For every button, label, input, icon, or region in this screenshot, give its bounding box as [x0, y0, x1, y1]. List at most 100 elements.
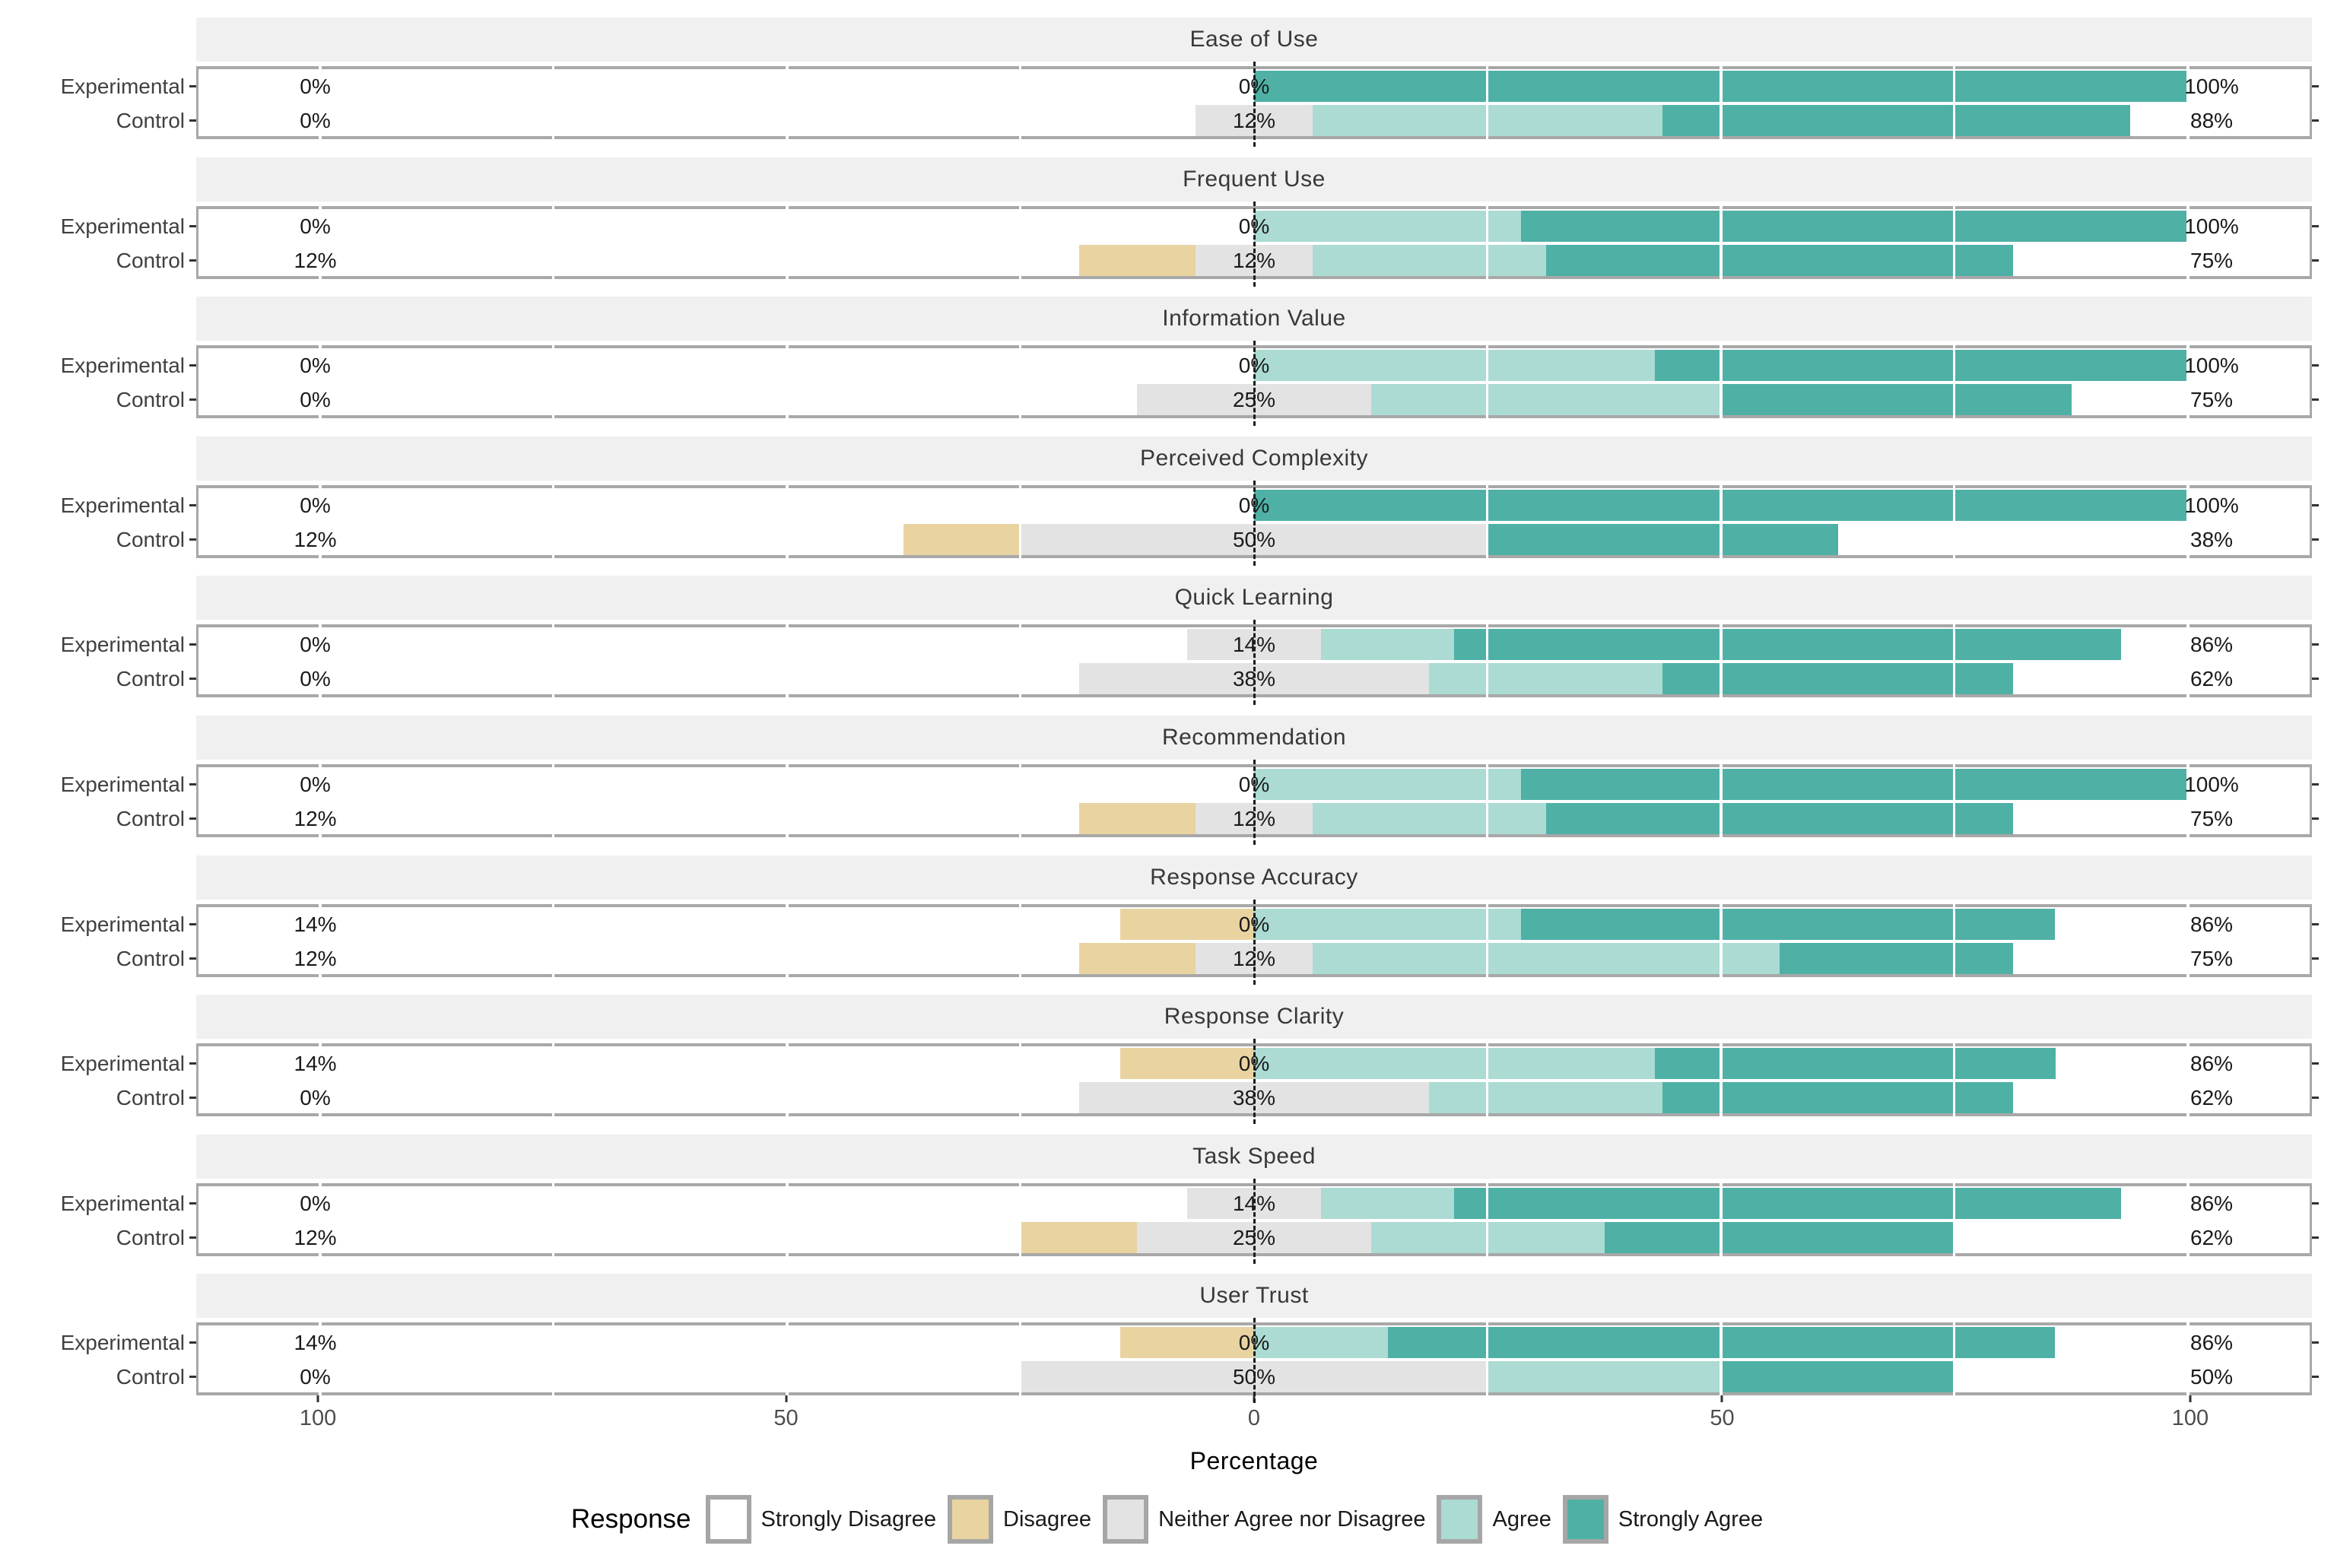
neutral-percent-label: 0% [1238, 1052, 1270, 1076]
gridline [1720, 205, 1723, 279]
low-percent-label: 0% [300, 772, 331, 796]
high-percent-label: 75% [2190, 806, 2234, 830]
x-tick [2189, 1395, 2192, 1403]
bar-segment-agree [1312, 244, 1546, 276]
likert-bar-experimental [1254, 210, 2189, 242]
zero-reference-line [1253, 480, 1256, 566]
low-percent-label: 14% [294, 1052, 337, 1076]
row-label-control: Control [116, 1225, 185, 1249]
panel-title: User Trust [1199, 1283, 1309, 1309]
gridline [318, 345, 322, 419]
legend-label: Disagree [1003, 1506, 1092, 1531]
neutral-percent-label: 12% [1232, 806, 1276, 830]
high-percent-label: 38% [2190, 527, 2234, 551]
low-percent-label: 0% [300, 493, 331, 517]
likert-bar-control [1020, 1361, 1955, 1393]
likert-bar-control [1078, 663, 2013, 695]
gridline [1720, 624, 1723, 698]
gridline [318, 763, 322, 837]
y-tick-left [189, 503, 196, 506]
gridline [785, 345, 789, 419]
gridline [2186, 903, 2190, 977]
panel-title: Task Speed [1192, 1143, 1316, 1169]
high-percent-label: 86% [2190, 1191, 2234, 1215]
y-tick-left [189, 643, 196, 646]
bar-segment-strongly-agree [1545, 244, 2013, 276]
gridline [1018, 1322, 1021, 1396]
high-percent-label: 75% [2190, 248, 2234, 272]
gridline [1720, 903, 1723, 977]
y-tick-right [2312, 224, 2319, 227]
plot-area: Experimental 14% 0% 86% Control 12% 12% 75% [61, 899, 2319, 985]
y-tick-right [2312, 119, 2319, 122]
gridline [318, 205, 322, 279]
gridline [1018, 1182, 1021, 1256]
bar-segment-strongly-agree [1721, 1361, 1955, 1393]
panel-perceived-complexity: Perceived Complexity Experimental 0% 0% 100%… [61, 436, 2319, 576]
gridline [1953, 66, 1956, 139]
y-tick-left [189, 1341, 196, 1344]
y-tick-left [189, 1376, 196, 1379]
plot-area: Experimental 14% 0% 86% Control 0% 50% 50% [61, 1318, 2319, 1404]
y-tick-right [2312, 817, 2319, 820]
bar-segment-agree [1320, 1187, 1455, 1219]
legend-item-agree: Agree [1437, 1495, 1551, 1544]
y-tick-left [189, 364, 196, 367]
plot-area: Experimental 0% 0% 100% Control 12% 50% 38% [61, 480, 2319, 566]
zero-reference-line [1253, 1178, 1256, 1264]
legend-item-strongly-agree: Strongly Agree [1562, 1495, 1763, 1544]
low-percent-label: 0% [300, 354, 331, 378]
y-tick-right [2312, 538, 2319, 541]
legend-label: Agree [1492, 1506, 1551, 1531]
high-percent-label: 86% [2190, 633, 2234, 657]
neutral-percent-label: 38% [1232, 1086, 1276, 1110]
bar-segment-disagree [1120, 908, 1254, 940]
gridline [1953, 903, 1956, 977]
zero-reference-line [1253, 62, 1256, 147]
gridline [1720, 763, 1723, 837]
high-percent-label: 100% [2184, 354, 2239, 378]
gridline [1953, 1043, 1956, 1117]
x-tick-label: 0 [1247, 1406, 1261, 1431]
row-label-experimental: Experimental [60, 912, 185, 936]
row-label-experimental: Experimental [60, 354, 185, 378]
panel-ease-of-use: Ease of Use Experimental 0% 0% 100% Control 0%… [61, 17, 2319, 157]
y-tick-right [2312, 1236, 2319, 1239]
panel-response-accuracy: Response Accuracy Experimental 14% 0% 86% Con… [61, 855, 2319, 995]
gridline [1953, 1182, 1956, 1256]
gridline [1018, 903, 1021, 977]
zero-reference-line [1253, 1039, 1256, 1125]
bar-segment-agree [1254, 768, 1522, 800]
likert-bar-control [1137, 384, 2072, 416]
neutral-percent-label: 12% [1232, 248, 1276, 272]
gridline [1953, 624, 1956, 698]
gridline [1720, 1043, 1723, 1117]
facet-strip: User Trust [196, 1274, 2312, 1319]
gridline [1486, 1182, 1489, 1256]
y-tick-left [189, 957, 196, 960]
plot-area: Experimental 0% 0% 100% Control 0% 12% 88% [61, 62, 2319, 147]
gridline [1953, 345, 1956, 419]
gridline [1018, 484, 1021, 558]
legend-label: Neither Agree nor Disagree [1158, 1506, 1426, 1531]
gridline [2186, 624, 2190, 698]
low-percent-label: 0% [300, 1086, 331, 1110]
gridline [785, 1043, 789, 1117]
x-tick [785, 1395, 787, 1403]
low-percent-label: 12% [294, 527, 337, 551]
high-percent-label: 100% [2184, 493, 2239, 517]
facet-strip: Response Accuracy [196, 855, 2312, 900]
high-percent-label: 75% [2190, 946, 2234, 970]
neutral-percent-label: 0% [1238, 772, 1270, 796]
y-tick-right [2312, 1201, 2319, 1205]
y-tick-left [189, 1062, 196, 1065]
neutral-percent-label: 50% [1232, 1365, 1276, 1389]
bar-segment-strongly-agree [1662, 1082, 2013, 1114]
y-tick-right [2312, 503, 2319, 506]
gridline [1018, 66, 1021, 139]
gridline [1486, 484, 1489, 558]
gridline [2186, 66, 2190, 139]
likert-bar-control [1078, 1082, 2013, 1114]
neutral-percent-label: 0% [1238, 912, 1270, 936]
bar-segment-strongly-agree [1521, 210, 2189, 242]
